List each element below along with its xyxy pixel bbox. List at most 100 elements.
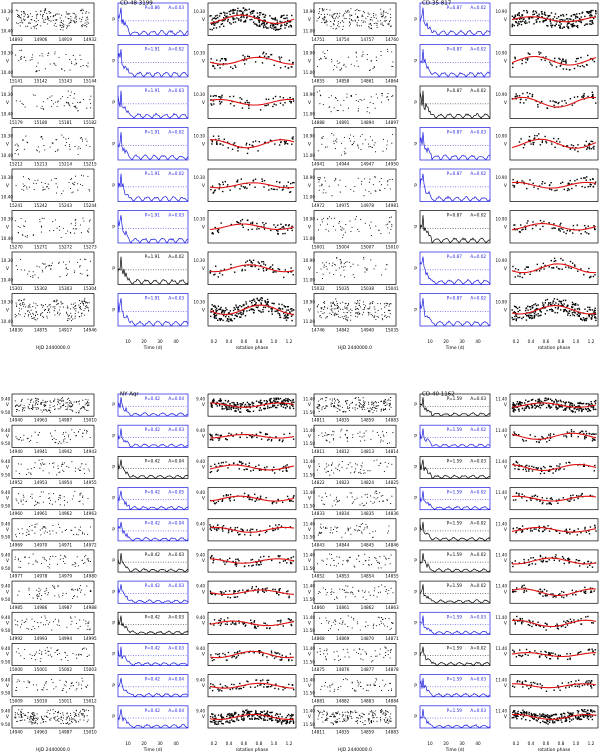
phased-point [532, 306, 534, 309]
phased-point [249, 529, 251, 532]
phased-point [562, 305, 565, 307]
lightcurve-point [42, 189, 44, 191]
lightcurve-point [317, 177, 319, 179]
phased-point [234, 563, 237, 565]
phased-point [220, 58, 223, 60]
lightcurve-point [20, 299, 23, 302]
phased-point [237, 463, 239, 466]
lightcurve-point [58, 594, 60, 596]
lightcurve-point [327, 218, 329, 220]
phased-point [251, 499, 253, 501]
phased-point [211, 29, 213, 31]
lightcurve-point [36, 441, 38, 444]
phased-point [525, 9, 528, 12]
phased-point [254, 588, 256, 591]
lightcurve-point [320, 310, 322, 313]
lightcurve-xtick: 14942 [59, 449, 73, 454]
lightcurve-point [82, 304, 85, 306]
phased-point [263, 226, 265, 228]
lightcurve-point [33, 407, 35, 409]
phased-point [528, 135, 531, 138]
lightcurve-point [81, 273, 83, 275]
phased-point [237, 404, 239, 406]
phased-point [538, 133, 540, 135]
lightcurve-point [346, 93, 348, 95]
periodogram-frame [117, 456, 189, 479]
lightcurve-point [74, 562, 76, 564]
lightcurve-point [74, 719, 76, 721]
phased-point [239, 222, 241, 225]
lightcurve-point [63, 105, 65, 107]
phased-point [236, 656, 238, 658]
lightcurve-point [54, 501, 56, 503]
lightcurve-xtick: 14906 [34, 37, 48, 42]
lightcurve-point [85, 11, 87, 13]
lightcurve-point [20, 11, 22, 13]
phased-point [241, 224, 244, 226]
lightcurve-point [350, 319, 352, 321]
lightcurve-point [342, 25, 344, 27]
lightcurve-point [354, 13, 356, 15]
phased-fit-curve [209, 223, 295, 231]
lightcurve-xtick: 14962 [59, 511, 73, 516]
lightcurve-point [31, 493, 33, 495]
phased-point [216, 14, 218, 17]
lightcurve-point [388, 316, 391, 318]
phased-point [557, 308, 559, 310]
lightcurve-point [383, 303, 385, 305]
lightcurve-point [367, 15, 369, 18]
lightcurve-point [22, 503, 24, 505]
phased-point [552, 24, 554, 26]
lightcurve-xtick: 15270 [9, 245, 23, 250]
periodogram-amp-label: A=0.03 [168, 583, 184, 588]
lightcurve-point [70, 316, 72, 318]
phased-point [263, 306, 265, 308]
phased-point [580, 56, 582, 59]
phased-point [266, 22, 268, 24]
lightcurve-xtick: 14977 [9, 574, 23, 579]
lightcurve-point [377, 97, 379, 99]
lightcurve-point [368, 143, 370, 145]
lightcurve-point [36, 318, 38, 320]
lightcurve-point [357, 19, 359, 21]
lightcurve-point [63, 24, 65, 26]
lightcurve-point [84, 25, 86, 27]
phased-point [211, 659, 214, 662]
phased-point [236, 221, 238, 223]
phased-point [595, 12, 597, 15]
lightcurve-point [85, 144, 87, 146]
phased-point [536, 135, 538, 137]
lightcurve-point [336, 110, 338, 112]
lightcurve-point [39, 593, 41, 595]
phased-point [270, 307, 272, 310]
phased-point [269, 525, 271, 527]
lightcurve-point [321, 143, 323, 145]
phased-point [551, 26, 553, 28]
lightcurve-point [74, 59, 76, 61]
lightcurve-point [43, 310, 46, 312]
phased-xtick: 0.2 [211, 339, 218, 344]
lightcurve-point [380, 178, 382, 180]
phased-point [540, 311, 542, 313]
lightcurve-point [16, 315, 18, 317]
phased-point [242, 462, 244, 464]
lightcurve-point [21, 302, 23, 304]
lightcurve-point [37, 561, 39, 563]
phased-point [209, 622, 211, 625]
phased-fit-curve [511, 263, 597, 274]
lightcurve-point [27, 468, 29, 470]
phased-point [211, 436, 213, 438]
phased-point [220, 269, 222, 272]
periodogram-period-label: P=0.42 [145, 490, 161, 495]
lightcurve-point [48, 10, 50, 13]
phased-point [549, 14, 551, 17]
phased-point [275, 397, 277, 399]
lightcurve-point [45, 721, 47, 723]
lightcurve-point [42, 556, 44, 558]
lightcurve-point [33, 20, 36, 22]
phased-point [241, 16, 243, 18]
lightcurve-point [333, 20, 335, 22]
phased-point [264, 24, 266, 26]
lightcurve-point [79, 302, 82, 305]
phased-point [214, 226, 216, 229]
